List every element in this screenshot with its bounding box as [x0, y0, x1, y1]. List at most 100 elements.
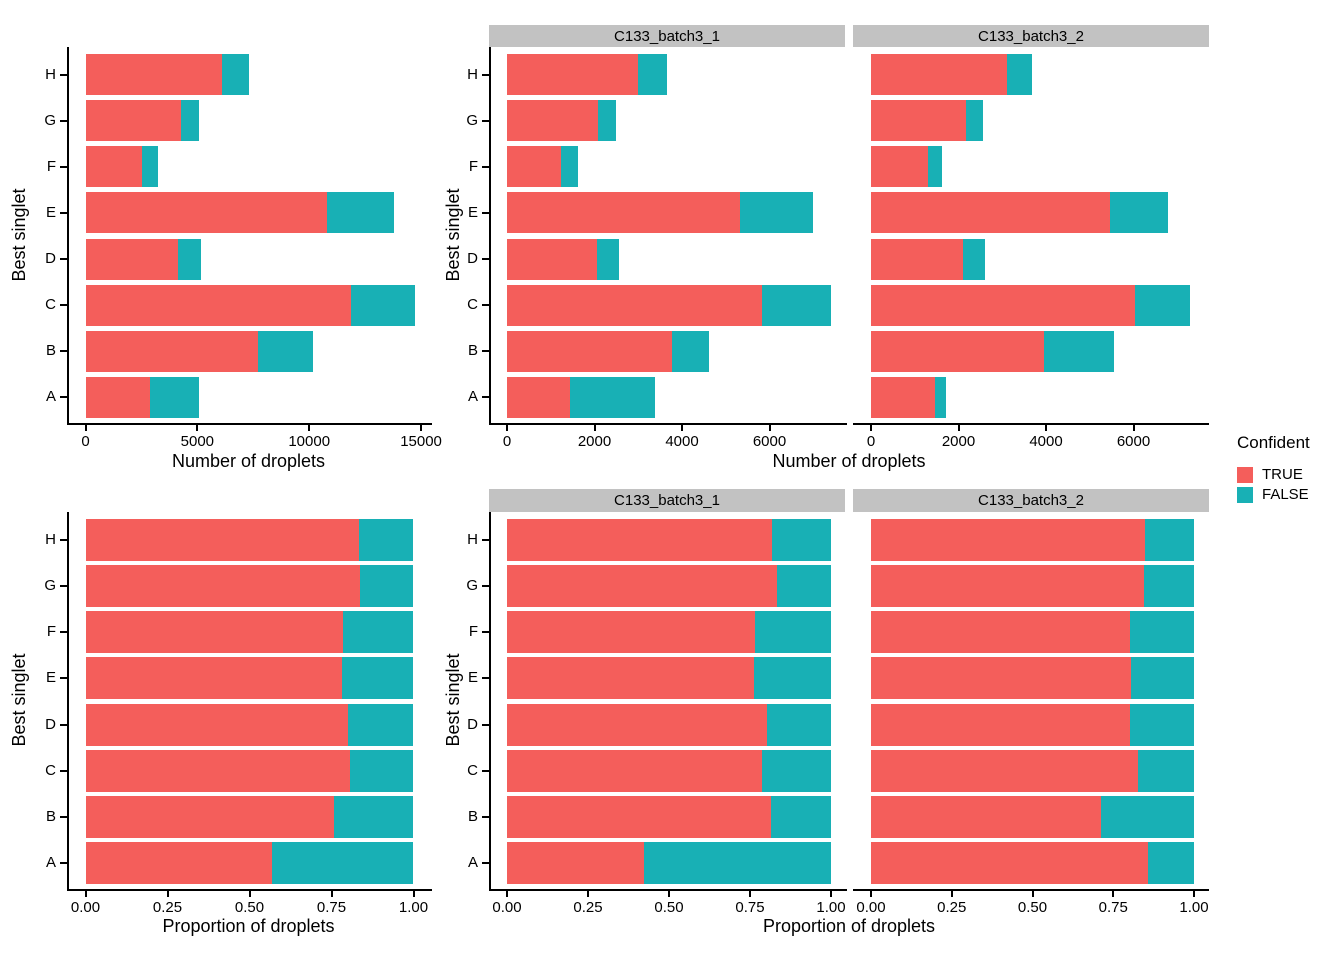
- bar-segment-true: [871, 657, 1132, 700]
- bar-segment-true: [85, 192, 327, 234]
- legend-label-false: FALSE: [1262, 486, 1309, 503]
- x-tick-label: 0.75: [316, 899, 347, 916]
- x-tick-label: 0.75: [1098, 899, 1128, 916]
- bar-segment-false: [1138, 749, 1194, 792]
- bar-segment-false: [258, 330, 314, 372]
- x-tick-mark: [506, 891, 508, 897]
- bar-segment-true: [507, 611, 755, 654]
- bar-segment-true: [85, 238, 179, 280]
- bar-segment-true: [507, 796, 772, 839]
- bar-segment-false: [342, 611, 414, 654]
- facet-strip-label: C133_batch3_2: [978, 27, 1084, 45]
- y-tick-label: E: [467, 203, 478, 221]
- bar-segment-false: [350, 749, 414, 792]
- bar-segment-false: [598, 100, 617, 142]
- y-tick-label: E: [45, 203, 56, 221]
- bar-segment-false: [1147, 842, 1194, 885]
- x-tick-mark: [1132, 425, 1135, 431]
- x-tick-label: 1.00: [398, 899, 429, 916]
- y-tick-label: E: [45, 669, 56, 687]
- x-tick-label: 15000: [400, 433, 442, 450]
- x-axis-title-props-facets: Proportion of droplets: [762, 916, 936, 936]
- bar-segment-false: [753, 657, 831, 700]
- bar-segment-false: [1143, 564, 1194, 607]
- x-tick-mark: [84, 891, 87, 897]
- x-tick-mark: [749, 891, 751, 897]
- y-axis-title-props-facets: Best singlet: [443, 653, 463, 747]
- y-tick-label: D: [45, 250, 56, 268]
- bar-segment-true: [871, 284, 1136, 326]
- x-tick-label: 5000: [180, 433, 215, 450]
- x-axis-title-counts-facets: Number of droplets: [772, 451, 926, 471]
- bar-segment-true: [507, 842, 645, 885]
- bar-segment-true: [871, 842, 1148, 885]
- bar-segment-false: [180, 100, 199, 142]
- bar-segment-false: [935, 376, 947, 418]
- bar-segment-false: [142, 146, 158, 188]
- bar-segment-false: [221, 54, 250, 96]
- bar-segment-true: [85, 796, 335, 839]
- bar-segment-false: [569, 376, 655, 418]
- bar-segment-true: [507, 284, 763, 326]
- y-tick-mark: [482, 165, 489, 168]
- x-tick-label: 2000: [577, 433, 612, 450]
- y-tick-mark: [60, 723, 67, 726]
- y-tick-mark: [482, 211, 489, 214]
- y-tick-label: D: [45, 715, 56, 733]
- y-tick-label: D: [467, 250, 478, 268]
- bar-segment-true: [871, 238, 963, 280]
- bar-segment-false: [334, 796, 414, 839]
- bar-segment-true: [507, 703, 767, 746]
- x-tick-mark: [166, 891, 169, 897]
- y-tick-label: F: [46, 157, 56, 175]
- x-tick-label: 4000: [1029, 433, 1063, 450]
- bar-segment-false: [597, 238, 620, 280]
- bar-segment-false: [1007, 54, 1032, 96]
- x-tick-mark: [587, 891, 589, 897]
- bar-segment-true: [507, 657, 754, 700]
- bar-segment-true: [871, 703, 1130, 746]
- y-tick-mark: [60, 258, 67, 261]
- y-tick-label: B: [45, 808, 56, 826]
- y-tick-mark: [60, 538, 67, 541]
- bar-segment-true: [871, 749, 1139, 792]
- bar-segment-true: [871, 192, 1111, 234]
- x-tick-mark: [330, 891, 333, 897]
- props-panel-batch1: H G F E D C B A 0.00 0.25 0.50 0.75 1.00: [466, 512, 847, 916]
- y-tick-mark: [482, 119, 489, 122]
- y-tick-mark: [482, 396, 489, 399]
- bar-segment-true: [85, 842, 273, 885]
- x-tick-mark: [420, 425, 423, 431]
- y-tick-label: C: [467, 296, 478, 314]
- bar-segment-false: [150, 376, 200, 418]
- y-tick-mark: [482, 677, 489, 680]
- bar-segment-true: [85, 564, 361, 607]
- bar-segment-false: [326, 192, 394, 234]
- bar-segment-false: [178, 238, 202, 280]
- facet-strip-props-batch2: C133_batch3_2: [853, 489, 1209, 512]
- bar-segment-true: [85, 518, 359, 561]
- y-tick-label: B: [467, 808, 478, 826]
- counts-panel-batch1: H G F E D C B A 0 2000 4000 6000: [466, 47, 847, 450]
- x-tick-mark: [957, 425, 960, 431]
- y-tick-label: A: [45, 388, 56, 406]
- bar-segment-true: [507, 376, 570, 418]
- bar-segment-false: [1043, 330, 1114, 372]
- bar-segment-true: [507, 146, 562, 188]
- bar-segment-false: [1144, 518, 1194, 561]
- bar-segment-true: [85, 330, 259, 372]
- bar-segment-true: [85, 284, 352, 326]
- y-tick-label: F: [468, 623, 478, 641]
- y-tick-mark: [482, 816, 489, 819]
- x-tick-mark: [668, 891, 670, 897]
- x-tick-label: 0.50: [1017, 899, 1048, 916]
- x-tick-label: 10000: [288, 433, 331, 450]
- bar-segment-false: [342, 657, 414, 700]
- legend-title: Confident: [1237, 433, 1310, 452]
- facet-strip-label: C133_batch3_1: [614, 492, 720, 509]
- bar-segment-false: [754, 611, 831, 654]
- y-tick-label: D: [467, 715, 478, 733]
- bar-segment-false: [739, 192, 813, 234]
- y-tick-mark: [60, 584, 67, 587]
